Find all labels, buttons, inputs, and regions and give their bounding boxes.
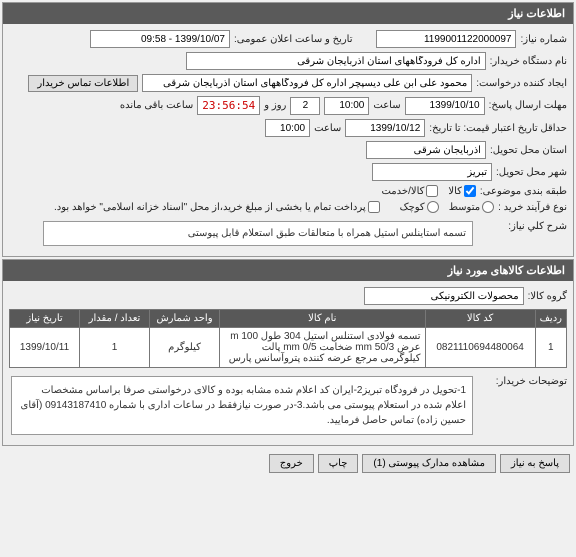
announce-field [90,30,230,48]
creator-label: ایجاد کننده درخواست: [476,78,567,89]
td-date: 1399/10/11 [10,328,80,368]
validity-date-field [345,119,425,137]
th-date: تاریخ نیاز [10,310,80,328]
buyer-notes-label: توضیحات خریدار: [477,376,567,387]
th-code: کد کالا [425,310,535,328]
countdown-value: 23:56:54 [197,96,260,115]
goods-panel-body: گروه کالا: ردیف کد کالا نام کالا واحد شم… [3,281,573,445]
delivery-province-field [366,141,486,159]
payment-note-checkbox[interactable] [368,201,380,213]
goods-checkbox-group: کالا [448,185,476,197]
row-validity: حداقل تاریخ اعتبار قیمت: تا تاریخ: ساعت [9,119,567,137]
deadline-date-field [405,97,485,115]
goods-panel-title: اطلاعات کالاهای مورد نیاز [3,260,573,281]
delivery-city-field [372,163,492,181]
th-qty: تعداد / مقدار [80,310,150,328]
footer-buttons: پاسخ به نیاز مشاهده مدارک پیوستی (1) چاپ… [0,448,576,479]
creator-field [142,74,472,92]
purchase-medium-label: متوسط [449,202,480,213]
payment-note-group: پرداخت تمام یا بخشی از مبلغ خرید،از محل … [54,201,380,213]
row-purchase-type: نوع فرآیند خرید : متوسط کوچک پرداخت تمام… [9,201,567,213]
goods-group-label: گروه کالا: [528,291,567,302]
reply-button[interactable]: پاسخ به نیاز [500,454,570,473]
td-code: 0821110694480064 [425,328,535,368]
th-idx: ردیف [535,310,566,328]
grouping-label: طبقه بندی موضوعی: [480,186,567,197]
td-idx: 1 [535,328,566,368]
row-creator: ایجاد کننده درخواست: اطلاعات تماس خریدار [9,74,567,92]
general-desc-label: شرح کلي نياز: [477,221,567,232]
row-buyer-notes: توضیحات خریدار: 1-تحویل در فرودگاه تبریز… [9,376,567,435]
td-unit: کیلوگرم [150,328,220,368]
delivery-province-label: استان محل تحویل: [490,145,567,156]
td-qty: 1 [80,328,150,368]
table-header-row: ردیف کد کالا نام کالا واحد شمارش تعداد /… [10,310,567,328]
general-desc-box: تسمه استاینلس استیل همراه با متعالقات طب… [43,221,473,246]
days-label: روز و [264,100,286,111]
buyer-notes-box: 1-تحویل در فرودگاه تبریز2-ایران کد اعلام… [11,376,473,435]
row-grouping: طبقه بندی موضوعی: کالا کالا/خدمت [9,185,567,197]
service-checkbox[interactable] [426,185,438,197]
need-number-field [376,30,516,48]
purchase-small-group: کوچک [400,201,439,213]
time-label-2: ساعت [314,123,341,134]
validity-label: حداقل تاریخ اعتبار قیمت: تا تاریخ: [429,123,567,134]
goods-group-field [364,287,524,305]
purchase-small-label: کوچک [400,202,425,213]
row-general-desc: شرح کلي نياز: تسمه استاینلس استیل همراه … [9,221,567,246]
days-field [290,97,320,115]
purchase-small-radio[interactable] [427,201,439,213]
row-delivery-province: استان محل تحویل: [9,141,567,159]
announce-label: تاریخ و ساعت اعلان عمومی: [234,34,353,45]
deadline-time-field [324,97,369,115]
row-need-number: شماره نیاز: تاریخ و ساعت اعلان عمومی: [9,30,567,48]
row-buyer-org: نام دستگاه خریدار: [9,52,567,70]
purchase-type-label: نوع فرآیند خرید : [498,202,567,213]
buyer-org-label: نام دستگاه خریدار: [490,56,567,67]
row-goods-group: گروه کالا: [9,287,567,305]
time-label-1: ساعت [373,100,400,111]
th-name: نام کالا [220,310,426,328]
validity-time-field [265,119,310,137]
need-info-panel: اطلاعات نیاز شماره نیاز: تاریخ و ساعت اع… [2,2,574,257]
delivery-city-label: شهر محل تحویل: [496,167,567,178]
service-checkbox-group: کالا/خدمت [381,185,438,197]
row-deadline: مهلت ارسال پاسخ: ساعت روز و 23:56:54 ساع… [9,96,567,115]
table-row[interactable]: 1 0821110694480064 تسمه فولادی استنلس اس… [10,328,567,368]
attachments-button[interactable]: مشاهده مدارک پیوستی (1) [362,454,496,473]
goods-checkbox[interactable] [464,185,476,197]
row-delivery-city: شهر محل تحویل: [9,163,567,181]
remaining-label: ساعت باقی مانده [120,100,193,111]
panel-body: شماره نیاز: تاریخ و ساعت اعلان عمومی: نا… [3,24,573,256]
purchase-medium-group: متوسط [449,201,494,213]
purchase-medium-radio[interactable] [482,201,494,213]
th-unit: واحد شمارش [150,310,220,328]
buyer-org-field [186,52,486,70]
buyer-contact-button[interactable]: اطلاعات تماس خریدار [28,75,138,92]
need-number-label: شماره نیاز: [520,34,567,45]
panel-title: اطلاعات نیاز [3,3,573,24]
goods-panel: اطلاعات کالاهای مورد نیاز گروه کالا: ردی… [2,259,574,446]
print-button[interactable]: چاپ [318,454,359,473]
service-check-label: کالا/خدمت [381,186,424,197]
goods-table: ردیف کد کالا نام کالا واحد شمارش تعداد /… [9,309,567,368]
deadline-label: مهلت ارسال پاسخ: [489,100,567,111]
exit-button[interactable]: خروج [269,454,314,473]
payment-note-label: پرداخت تمام یا بخشی از مبلغ خرید،از محل … [54,202,366,213]
td-name: تسمه فولادی استنلس استیل 304 طول 100 m ع… [220,328,426,368]
goods-check-label: کالا [448,186,462,197]
